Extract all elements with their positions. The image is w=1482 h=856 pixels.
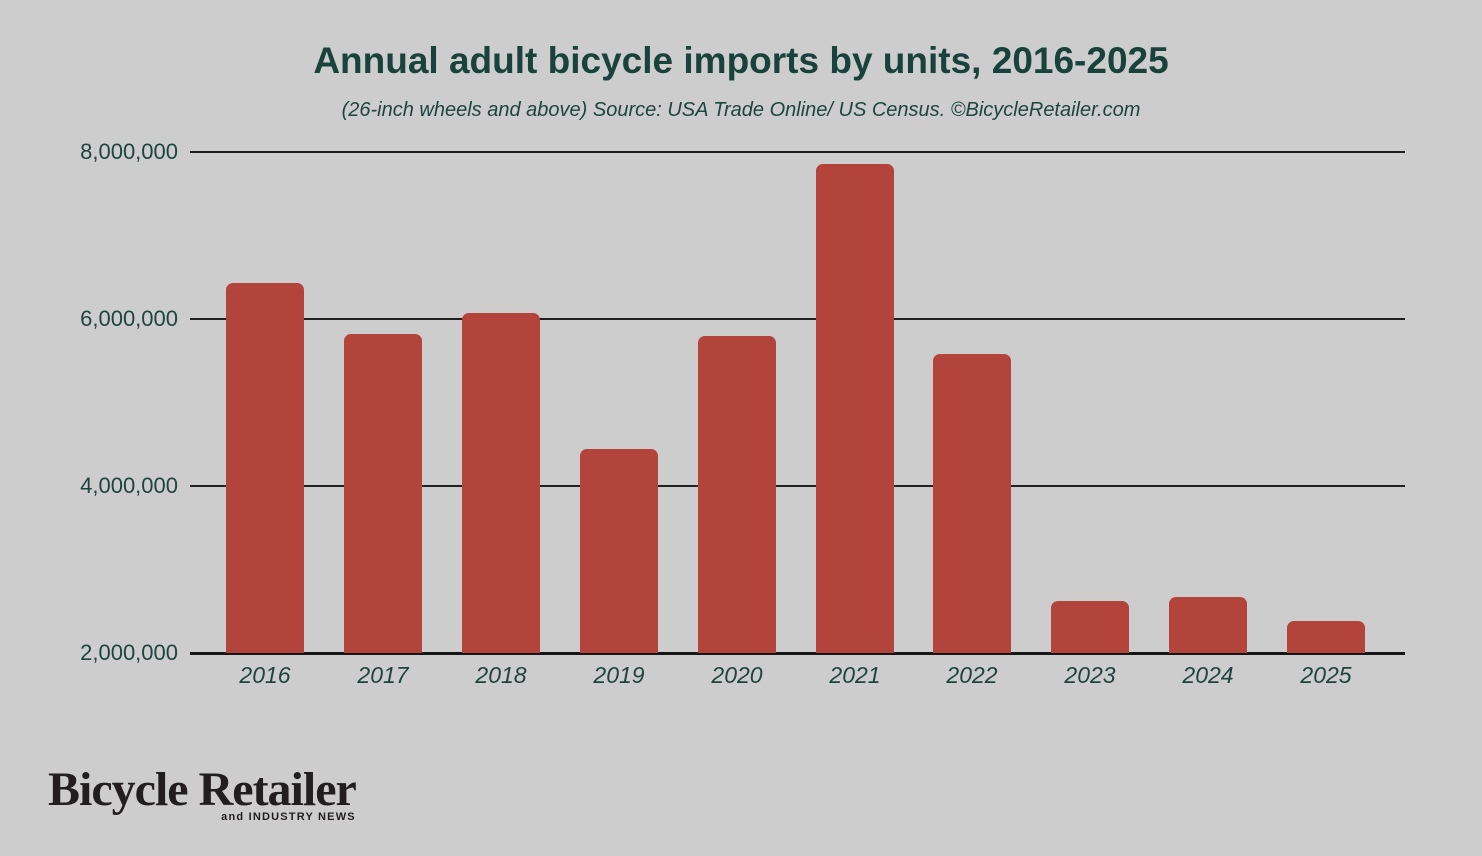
bar-2022 (933, 354, 1011, 653)
logo-tagline-text: INDUSTRY NEWS (248, 811, 356, 823)
logo-tagline: and INDUSTRY NEWS (48, 811, 356, 823)
bar-2020 (698, 336, 776, 653)
y-axis-tick-label-4000000: 4,000,000 (80, 473, 178, 498)
y-axis-tick-label-6000000: 6,000,000 (80, 306, 178, 331)
x-axis-label-2017: 2017 (357, 662, 409, 688)
chart-subtitle: (26-inch wheels and above) Source: USA T… (341, 99, 1141, 121)
bar-2019 (580, 449, 658, 653)
bar-2021 (816, 164, 894, 653)
x-axis-label-2024: 2024 (1182, 662, 1234, 688)
x-axis-label-2016: 2016 (239, 662, 291, 688)
bar-2018 (462, 313, 540, 653)
gridline-4000000 (190, 485, 1405, 487)
bar-2023 (1051, 601, 1129, 653)
bar-2025 (1287, 621, 1365, 653)
plot-area (190, 151, 1405, 655)
logo-wordmark: Bicycle Retailer (48, 763, 357, 816)
x-axis-label-2023: 2023 (1064, 662, 1116, 688)
x-axis-label-2025: 2025 (1300, 662, 1352, 688)
x-axis-label-2022: 2022 (946, 662, 998, 688)
bar-2016 (226, 283, 304, 653)
x-axis-label-2019: 2019 (593, 662, 645, 688)
y-axis-tick-label-8000000: 8,000,000 (80, 139, 178, 164)
logo-tagline-and: and (221, 811, 245, 823)
gridline-2000000 (190, 652, 1405, 655)
bicycle-retailer-logo: Bicycle Retailer and INDUSTRY NEWS (48, 763, 357, 824)
gridline-6000000 (190, 318, 1405, 320)
x-axis-label-2018: 2018 (475, 662, 527, 688)
chart-title: Annual adult bicycle imports by units, 2… (313, 40, 1169, 81)
x-axis-label-2020: 2020 (711, 662, 763, 688)
gridline-8000000 (190, 151, 1405, 153)
bar-2024 (1169, 597, 1247, 653)
x-axis-label-2021: 2021 (829, 662, 881, 688)
bar-2017 (344, 334, 422, 653)
y-axis-tick-label-2000000: 2,000,000 (80, 640, 178, 665)
